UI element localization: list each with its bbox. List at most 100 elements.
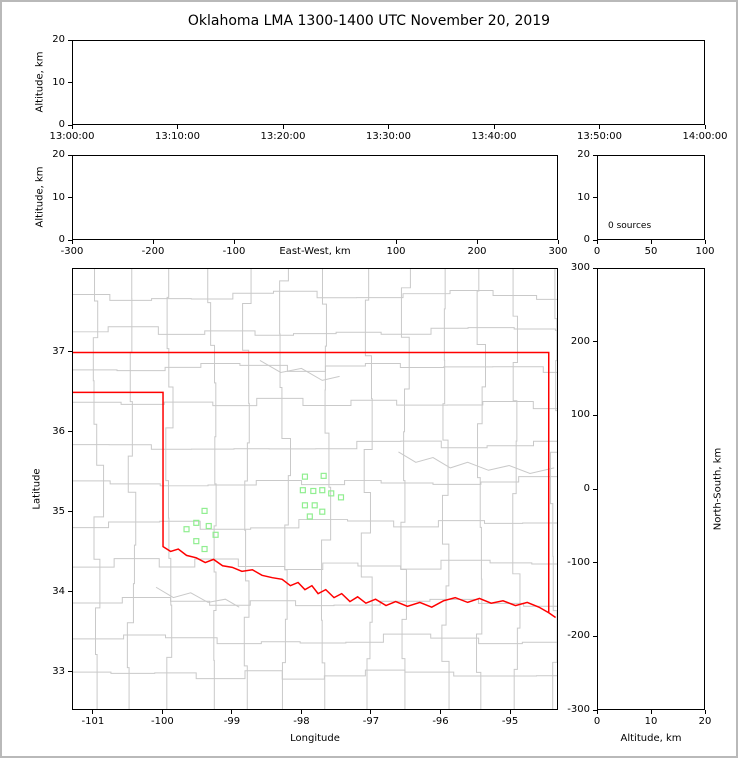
x-tick-label: 0 [593,716,601,727]
y-tick-label: 20 [52,149,65,160]
county-line [73,519,557,530]
tick-mark [233,240,235,244]
county-line [476,269,486,709]
y-tick-label: -100 [567,556,590,568]
y-tick-label: 300 [570,262,590,273]
tick-mark [593,341,597,343]
altitude-histogram-panel: 0 sources [597,155,705,240]
lma-station-marker [319,508,326,515]
tick-mark [596,710,598,714]
y-tick-label: 36 [52,425,65,437]
y-tick-label: 0 [58,119,65,130]
county-line [512,269,521,709]
tick-mark [68,351,72,353]
tick-mark [68,239,72,241]
x-tick-label: -200 [141,246,165,257]
x-tick-label: 13:40:00 [471,131,517,142]
tick-mark [71,125,73,129]
county-line [73,597,557,607]
x-tick-label: 100 [386,246,406,257]
tick-mark [68,197,72,198]
county-line [73,669,557,680]
y-tick-label: 37 [52,345,65,357]
x-tick-label: 13:30:00 [366,131,411,142]
lma-station-marker [205,522,212,530]
y-tick-label: 33 [52,665,65,677]
county-line [360,269,373,709]
lma-station-marker [328,490,335,497]
northsouth-panel-ylabel: North-South, km [712,447,724,531]
tick-mark [152,240,154,244]
river-line [398,451,555,474]
tick-mark [593,709,597,711]
x-tick-label: 13:50:00 [577,131,622,142]
lma-station-marker [299,487,306,494]
tick-mark [68,82,72,83]
tick-mark [593,635,597,637]
tick-mark [71,240,73,244]
y-tick-label: 0 [583,483,590,494]
eastwest-height-panel [72,155,558,240]
x-tick-label: 200 [467,246,487,257]
y-tick-label: 10 [577,191,590,203]
x-tick-label: -98 [293,716,310,727]
tick-mark [68,39,72,41]
lma-station-marker [306,513,313,520]
county-line [73,633,557,645]
county-line [400,269,411,709]
tick-mark [593,154,597,156]
county-line [320,269,332,709]
tick-mark [68,591,72,593]
tick-mark [509,710,511,714]
time-panel-ylabel: Altitude, km [34,51,46,113]
x-tick-label: -95 [501,716,519,727]
tick-mark [439,710,441,714]
tick-mark [593,414,597,416]
tick-mark [282,125,284,129]
lma-station-marker [320,472,327,479]
tick-mark [68,124,72,126]
y-tick-label: 0 [58,234,65,245]
lma-station-marker [212,531,219,538]
state-border [73,351,550,613]
x-tick-label: 13:10:00 [155,131,200,142]
tick-mark [593,267,597,269]
tick-mark [231,710,233,714]
x-tick-label: 20 [698,716,712,727]
county-line [73,362,557,373]
lma-station-marker [201,507,208,514]
oklahoma-map [73,269,557,709]
state-border [73,391,557,619]
x-tick-label: 14:00:00 [682,131,728,142]
county-line [73,476,557,487]
y-tick-label: -300 [567,704,590,715]
lma-station-marker [310,487,317,495]
tick-mark [68,431,72,433]
tick-mark [593,239,597,241]
tick-mark [493,125,495,129]
tick-mark [68,511,72,513]
lma-station-marker [183,526,190,533]
eastwest-panel-xlabel: East-West, km [279,246,351,257]
figure-title: Oklahoma LMA 1300-1400 UTC November 20, … [187,13,551,29]
lma-station-marker [201,545,208,553]
x-tick-label: 100 [695,246,715,257]
y-tick-label: 10 [52,76,65,88]
county-line [73,558,557,571]
lma-station-marker [301,502,309,509]
tick-mark [650,710,652,714]
eastwest-panel-ylabel: Altitude, km [34,166,46,228]
lma-station-marker [311,502,318,509]
x-tick-label: 300 [548,246,568,257]
tick-mark [593,197,597,198]
y-tick-label: 20 [577,149,590,160]
tick-mark [704,710,706,714]
tick-mark [388,125,389,129]
tick-mark [68,671,72,673]
y-tick-label: 20 [52,34,65,45]
county-line [279,269,291,709]
tick-mark [161,710,163,714]
y-tick-label: 34 [52,585,65,597]
x-tick-label: -96 [432,716,449,727]
